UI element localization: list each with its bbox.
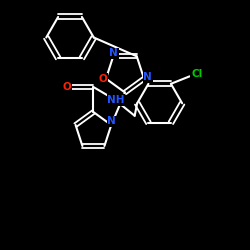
Text: N: N — [109, 48, 118, 58]
Text: Cl: Cl — [191, 69, 202, 79]
Text: N: N — [108, 116, 116, 126]
Text: N: N — [144, 72, 152, 83]
Text: O: O — [98, 74, 107, 84]
Text: O: O — [63, 82, 72, 92]
Text: NH: NH — [107, 95, 125, 105]
